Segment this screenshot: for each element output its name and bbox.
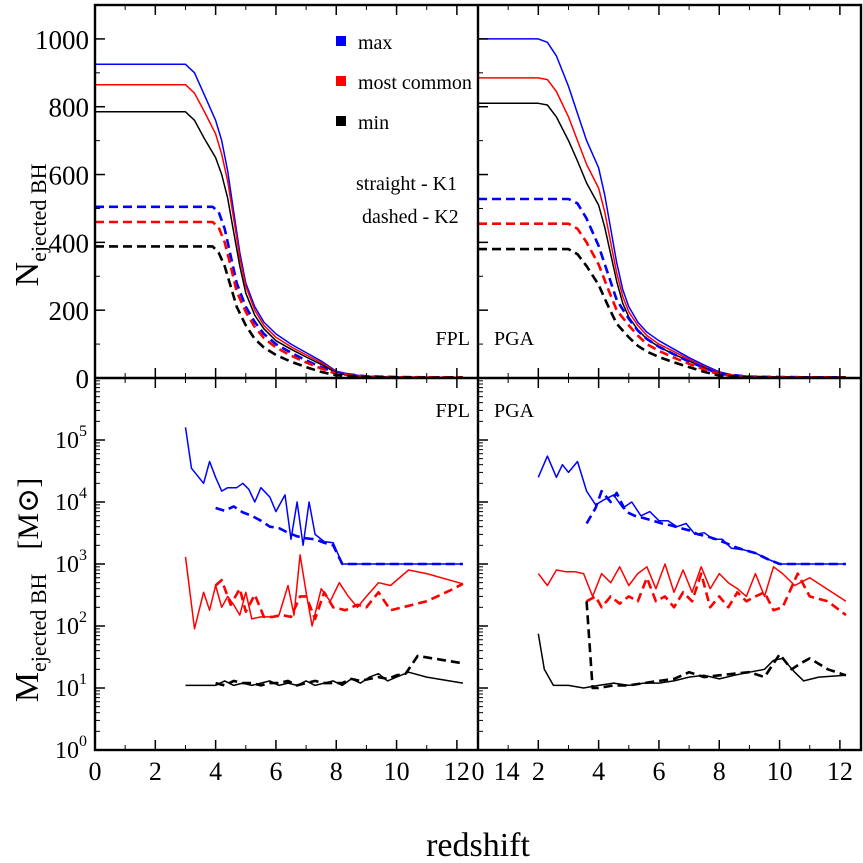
x-tick-label: 8 (713, 757, 726, 786)
legend-swatch-max (336, 36, 346, 46)
legend-note-straight: straight - K1 (356, 173, 457, 195)
plot-area-top-left (95, 63, 463, 378)
legend-label-min: min (358, 112, 389, 134)
x-tick-label: 0 (89, 757, 102, 786)
series-line-max-dashed (585, 489, 846, 566)
x-tick-label: 10 (767, 757, 793, 786)
y-tick-label: 200 (49, 296, 90, 326)
y-tick-label: 102 (55, 609, 87, 640)
x-tick-label: 6 (652, 757, 665, 786)
y-tick-label: 101 (55, 671, 87, 702)
series-line-most-common-straight (95, 83, 463, 378)
y-tick-label: 1000 (35, 25, 89, 55)
series-line-max-straight (478, 38, 846, 378)
series-line-min-dashed (215, 654, 464, 687)
x-tick-label: 2 (532, 757, 545, 786)
panel-label-bottom-left: FPL (436, 400, 470, 422)
top-y-axis-title-main: N (9, 262, 46, 287)
x-tick-label: 10 (384, 757, 410, 786)
x-tick-label: 12 (827, 757, 853, 786)
y-tick-label: 800 (49, 93, 90, 123)
bottom-y-axis-title: Mejected BH [M⊙] (9, 478, 51, 702)
legend-note-dashed: dashed - K2 (362, 206, 459, 228)
y-tick-label: 100 (55, 733, 87, 764)
panel-label-top-right: PGA (494, 328, 535, 350)
series-line-most-common-dashed (95, 220, 463, 378)
series-line-max-straight (537, 455, 846, 565)
x-tick-label: 0 (472, 757, 485, 786)
x-tick-label: 12 (444, 757, 470, 786)
series-line-most-common-dashed (585, 572, 847, 617)
panel-label-top-left: FPL (436, 328, 470, 350)
series-line-max-dashed (478, 197, 846, 378)
series-line-most-common-dashed (478, 222, 846, 378)
series-line-max-dashed (95, 205, 463, 378)
top-y-axis-title: Nejected BH (9, 163, 51, 286)
y-tick-label: 400 (49, 228, 90, 258)
x-tick-label: 6 (269, 757, 282, 786)
y-tick-label: 0 (76, 364, 90, 394)
plot-area-bottom-right (537, 455, 847, 690)
plot-area-bottom-left (184, 427, 464, 687)
y-tick-label: 600 (49, 161, 90, 191)
series-line-most-common-dashed (214, 578, 464, 621)
y-tick-label: 104 (55, 485, 87, 516)
bottom-y-axis-unit: [M⊙] (12, 478, 45, 550)
series-line-min-straight (537, 633, 846, 689)
series-line-min-straight (95, 111, 463, 378)
x-tick-label: 4 (592, 757, 605, 786)
y-tick-label: 105 (55, 423, 87, 454)
y-tick-label: 103 (55, 547, 87, 578)
legend: max most common min straight - K1 dashed… (336, 32, 472, 228)
series-line-most-common-straight (184, 554, 464, 630)
series-line-most-common-straight (537, 563, 847, 602)
x-axis-title: redshift (426, 827, 530, 863)
panel-label-bottom-right: PGA (494, 400, 535, 422)
series-line-min-dashed (478, 247, 846, 378)
bottom-y-axis-title-sub: ejected BH (26, 574, 51, 672)
series-line-min-dashed (585, 601, 847, 690)
legend-swatch-most-common (336, 76, 346, 86)
legend-label-max: max (358, 32, 392, 54)
plot-area-top-right (478, 38, 846, 378)
x-tick-label: 8 (330, 757, 343, 786)
series-line-max-dashed (215, 505, 463, 566)
series-line-min-dashed (95, 245, 463, 378)
legend-swatch-min (336, 116, 346, 126)
plots-layer (95, 38, 847, 690)
top-y-axis-title-sub: ejected BH (26, 163, 51, 261)
legend-label-most-common: most common (358, 72, 472, 94)
x-tick-label: 2 (149, 757, 162, 786)
x-tick-label: 4 (209, 757, 222, 786)
x-tick-label: 14 (494, 757, 520, 786)
bottom-y-axis-title-main: M (9, 672, 46, 702)
